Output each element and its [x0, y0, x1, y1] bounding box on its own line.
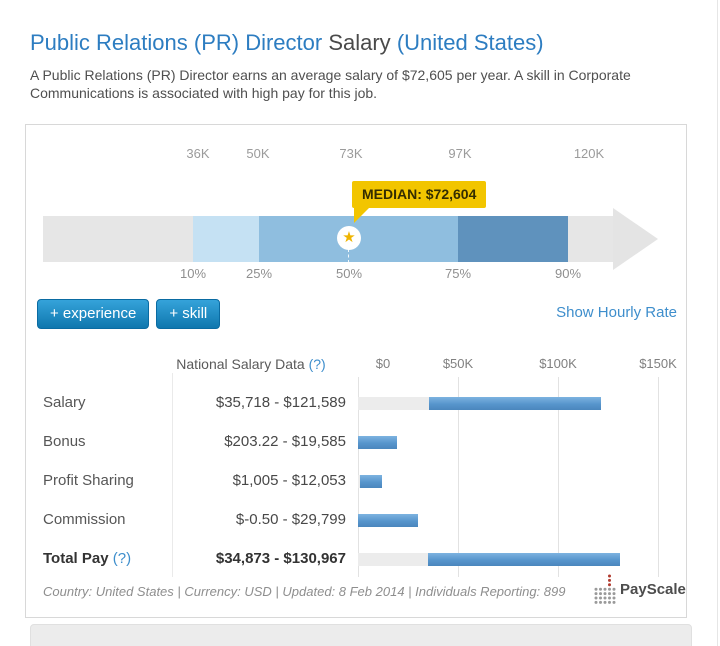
median-star-icon: ★ — [337, 226, 361, 250]
tick-label-120k: 120K — [573, 146, 605, 161]
row-range: $203.22 - $19,585 — [224, 433, 346, 450]
pct-label-10: 10% — [179, 266, 207, 281]
bar-fill — [427, 553, 620, 566]
tick-label-50k: 50K — [246, 146, 270, 161]
payscale-dots-icon — [594, 574, 616, 604]
range-segment-75-90pct — [458, 216, 568, 262]
median-tooltip-pointer — [354, 207, 370, 223]
add-skill-button[interactable]: + skill — [156, 299, 221, 329]
axis-label-150k: $150K — [639, 356, 677, 371]
gridline-50k — [458, 377, 459, 577]
tick-label-73k: 73K — [339, 146, 363, 161]
table-header-label: National Salary Data — [176, 356, 305, 372]
row-range: $1,005 - $12,053 — [232, 472, 346, 489]
bar-fill — [358, 436, 398, 449]
bar-track — [358, 397, 430, 410]
page-title: Public Relations (PR) Director Salary (U… — [30, 30, 544, 56]
median-dashed-line — [348, 249, 349, 263]
row-label: Total Pay (?) — [43, 549, 168, 569]
row-range: $35,718 - $121,589 — [215, 394, 346, 411]
page-right-edge — [717, 0, 718, 646]
bar-track — [358, 553, 428, 566]
row-label: Salary — [43, 394, 86, 411]
payscale-wordmark: PayScale — [620, 581, 686, 598]
median-tooltip: MEDIAN: $72,604 — [352, 181, 487, 208]
row-bar — [358, 514, 678, 527]
range-segment-below-10pct — [43, 216, 193, 262]
bar-fill — [429, 397, 602, 410]
payscale-logo[interactable]: PayScale — [594, 572, 686, 606]
gridline-100k — [558, 377, 559, 577]
row-bar — [358, 475, 678, 488]
column-separator — [172, 373, 173, 577]
title-region: (United States) — [396, 30, 544, 55]
action-buttons: + experience + skill — [37, 299, 221, 329]
row-label: Bonus — [43, 433, 86, 450]
footer-meta: Country: United States | Currency: USD |… — [43, 584, 566, 599]
title-salary-word: Salary — [328, 30, 391, 55]
row-bar — [358, 553, 678, 566]
pct-label-75: 75% — [444, 266, 472, 281]
salary-data-help-link[interactable]: (?) — [308, 356, 326, 372]
add-experience-button[interactable]: + experience — [37, 299, 150, 329]
pct-label-90: 90% — [554, 266, 582, 281]
gridline-150k — [658, 377, 659, 577]
title-job: Public Relations (PR) Director — [30, 30, 323, 55]
row-label: Commission — [43, 511, 126, 528]
page-subtitle: A Public Relations (PR) Director earns a… — [30, 67, 631, 101]
bar-fill — [360, 475, 383, 488]
pct-label-25: 25% — [245, 266, 273, 281]
bar-track — [358, 475, 360, 488]
range-segment-above-90pct — [568, 216, 613, 262]
row-bar — [358, 436, 678, 449]
axis-label-0: $0 — [375, 356, 391, 371]
row-bar — [358, 397, 678, 410]
row-range: $34,873 - $130,967 — [215, 550, 346, 567]
range-arrowhead — [613, 208, 658, 270]
show-hourly-rate-link[interactable]: Show Hourly Rate — [556, 304, 677, 321]
axis-label-100k: $100K — [539, 356, 577, 371]
total-pay-label: Total Pay — [43, 550, 109, 567]
row-range: $-0.50 - $29,799 — [235, 511, 346, 528]
salary-widget-panel: 36K 50K 73K 97K 120K MEDIAN: $72,604 ★ 1… — [25, 124, 687, 618]
row-label: Profit Sharing — [43, 472, 134, 489]
pct-label-50: 50% — [335, 266, 363, 281]
total-pay-help-link[interactable]: (?) — [112, 550, 132, 567]
range-segment-10-25pct — [193, 216, 259, 262]
tick-label-97k: 97K — [448, 146, 472, 161]
tick-label-36k: 36K — [186, 146, 210, 161]
table-header: National Salary Data (?) — [121, 356, 381, 372]
collapsed-section-bar — [30, 624, 692, 646]
bar-fill — [358, 514, 418, 527]
axis-label-50k: $50K — [442, 356, 474, 371]
